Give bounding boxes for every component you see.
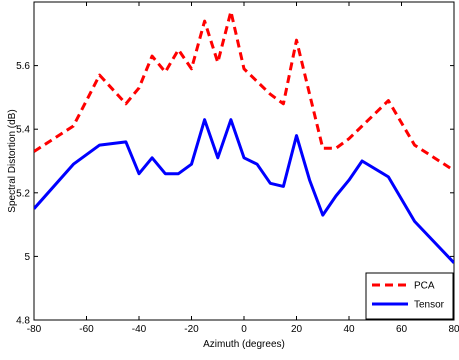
legend-box bbox=[365, 272, 454, 320]
x-axis-label: Azimuth (degrees) bbox=[203, 339, 285, 350]
x-tick-label: 40 bbox=[343, 324, 355, 335]
series-line-tensor bbox=[34, 118, 454, 264]
x-tick-label: -80 bbox=[27, 324, 42, 335]
axis-ticks: -80 -60 -40 -20 0 20 40 60 80 4.8 5 5.2 5.4 5.6 bbox=[16, 2, 459, 335]
y-axis-label: Spectral Distortion (dB) bbox=[7, 109, 18, 212]
x-tick-label: -40 bbox=[132, 324, 147, 335]
x-tick-label: -60 bbox=[79, 324, 94, 335]
legend-label-pca: PCA bbox=[414, 281, 435, 292]
legend: PCA Tensor bbox=[365, 272, 454, 320]
y-tick-label: 5.4 bbox=[16, 125, 30, 136]
plot-area bbox=[33, 1, 455, 321]
series-lines bbox=[34, 10, 454, 264]
x-tick-label: 80 bbox=[448, 324, 459, 335]
x-tick-label: 20 bbox=[291, 324, 303, 335]
x-tick-label: 60 bbox=[396, 324, 408, 335]
plot-frame bbox=[33, 1, 455, 321]
x-tick-label: -20 bbox=[184, 324, 199, 335]
x-tick-label: 0 bbox=[241, 324, 247, 335]
y-tick-label: 5 bbox=[24, 252, 30, 263]
y-tick-label: 5.2 bbox=[16, 188, 30, 199]
legend-label-tensor: Tensor bbox=[414, 300, 445, 311]
y-tick-label: 5.6 bbox=[16, 61, 30, 72]
series-line-pca bbox=[34, 10, 454, 172]
y-tick-label: 4.8 bbox=[16, 316, 30, 327]
